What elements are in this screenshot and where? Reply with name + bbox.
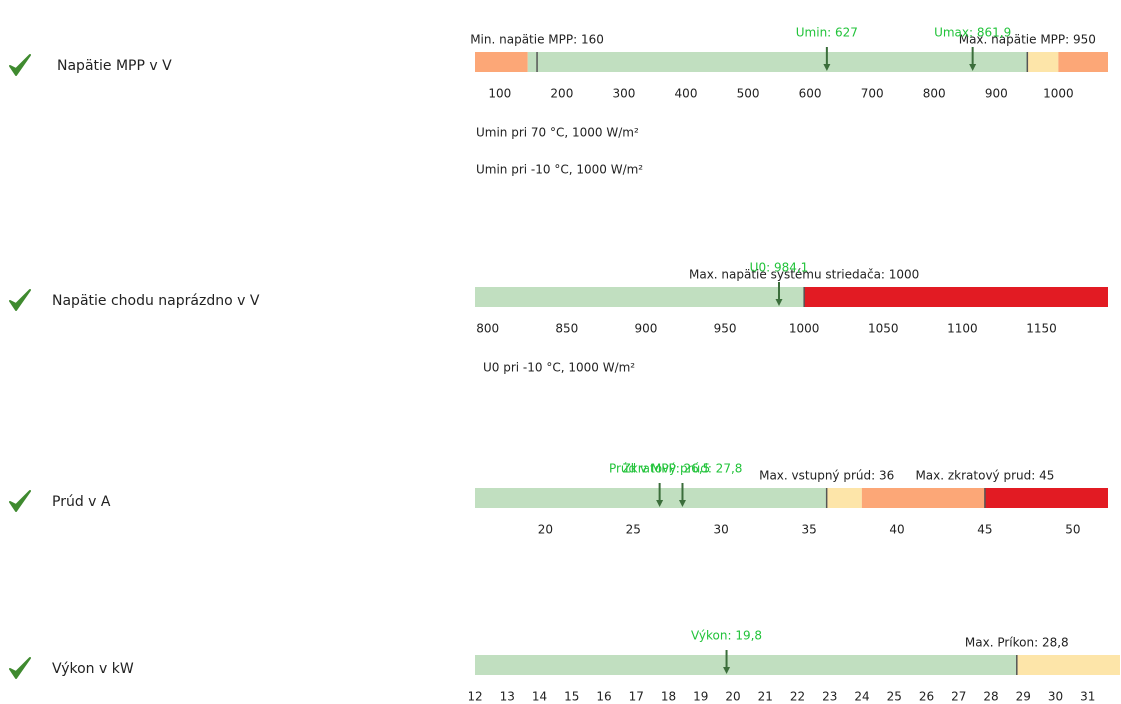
marker-head: [775, 299, 783, 306]
marker-head: [723, 667, 731, 674]
tick-label: 1150: [1026, 322, 1057, 336]
tick-label: 27: [951, 690, 966, 704]
row-label: Prúd v A: [52, 494, 111, 510]
tick-label: 1000: [789, 322, 820, 336]
tick-label: 500: [737, 87, 760, 101]
tick-label: 24: [854, 690, 869, 704]
marker-label: Výkon: 19,8: [691, 629, 762, 643]
note: U0 pri -10 °C, 1000 W/m²: [483, 361, 635, 375]
segment: [1058, 52, 1108, 72]
segment: [804, 287, 1108, 307]
tick-label: 100: [488, 87, 511, 101]
segment: [1027, 52, 1059, 72]
marker-head: [823, 64, 831, 71]
tick-label: 25: [626, 523, 641, 537]
gauge: 12 13 14 15 16 17 18 19 20 21 22 23 24 25 26 27 28 29 30 31: [467, 655, 1120, 704]
marker-head: [678, 500, 686, 507]
tick-label: 850: [555, 322, 578, 336]
row-label: Napätie MPP v V: [57, 58, 172, 74]
tick-label: 35: [801, 523, 816, 537]
tick-label: 30: [1048, 690, 1063, 704]
segment: [475, 488, 827, 508]
tick-label: 200: [550, 87, 573, 101]
row-label: Napätie chodu naprázdno v V: [52, 293, 260, 309]
tick-label: 30: [714, 523, 729, 537]
marker-label: U0: 984,1: [750, 261, 809, 275]
tick-label: 16: [596, 690, 611, 704]
limit-label: Min. napätie MPP: 160: [470, 33, 604, 47]
segment: [475, 52, 528, 72]
note: Umin pri 70 °C, 1000 W/m²: [476, 126, 639, 140]
tick-label: 1000: [1043, 87, 1074, 101]
note: Umin pri -10 °C, 1000 W/m²: [476, 163, 643, 177]
segment: [475, 655, 1017, 675]
tick-label: 800: [476, 322, 499, 336]
tick-label: 25: [887, 690, 902, 704]
segment: [475, 287, 805, 307]
marker-label: Umin: 627: [796, 26, 858, 40]
tick-label: 45: [977, 523, 992, 537]
tick-label: 900: [985, 87, 1008, 101]
tick-label: 600: [799, 87, 822, 101]
check-icon: [9, 289, 31, 311]
segment: [1016, 655, 1120, 675]
tick-label: 26: [919, 690, 934, 704]
tick-label: 12: [467, 690, 482, 704]
tick-label: 15: [564, 690, 579, 704]
tick-label: 50: [1065, 523, 1080, 537]
tick-label: 900: [634, 322, 657, 336]
tick-label: 29: [1016, 690, 1031, 704]
tick-label: 1100: [947, 322, 978, 336]
gauge: 800 850 900 950 1000 1050 1100 1150: [475, 287, 1108, 336]
gauge: 20 25 30 35 40 45 50: [475, 488, 1108, 537]
tick-label: 40: [889, 523, 904, 537]
tick-label: 1050: [868, 322, 899, 336]
tick-label: 23: [822, 690, 837, 704]
tick-label: 18: [661, 690, 676, 704]
limit-label: Max. Príkon: 28,8: [965, 636, 1069, 650]
tick-label: 20: [725, 690, 740, 704]
tick-label: 700: [861, 87, 884, 101]
limit-label: Max. napätie systému striedača: 1000: [689, 268, 919, 282]
tick-label: 28: [983, 690, 998, 704]
tick-label: 13: [500, 690, 515, 704]
tick-label: 14: [532, 690, 547, 704]
segment: [527, 52, 1028, 72]
tick-label: 950: [714, 322, 737, 336]
marker-label: Umax: 861,9: [934, 26, 1011, 40]
limit-label: Max. vstupný prúd: 36: [759, 469, 894, 483]
check-icon: [9, 490, 31, 512]
gauge: 100 200 300 400 500 600 700 800 900 1000: [475, 52, 1108, 101]
tick-label: 19: [693, 690, 708, 704]
tick-label: 400: [675, 87, 698, 101]
marker-head: [656, 500, 664, 507]
marker-label: Prúd v MPP: 26,5: [609, 462, 710, 476]
tick-label: 17: [629, 690, 644, 704]
limit-label: Max. napätie MPP: 950: [959, 33, 1096, 47]
check-icon: [9, 657, 31, 679]
tick-label: 22: [790, 690, 805, 704]
segment: [984, 488, 1108, 508]
tick-label: 800: [923, 87, 946, 101]
tick-label: 31: [1080, 690, 1095, 704]
tick-label: 21: [758, 690, 773, 704]
segment: [861, 488, 985, 508]
marker-head: [969, 64, 977, 71]
check-icon: [9, 54, 31, 76]
tick-label: 300: [612, 87, 635, 101]
row-label: Výkon v kW: [52, 661, 134, 677]
tick-label: 20: [538, 523, 553, 537]
segment: [826, 488, 862, 508]
limit-label: Max. zkratový prud: 45: [915, 469, 1054, 483]
marker-label: Zkratový prúd: 27,8: [623, 462, 743, 476]
